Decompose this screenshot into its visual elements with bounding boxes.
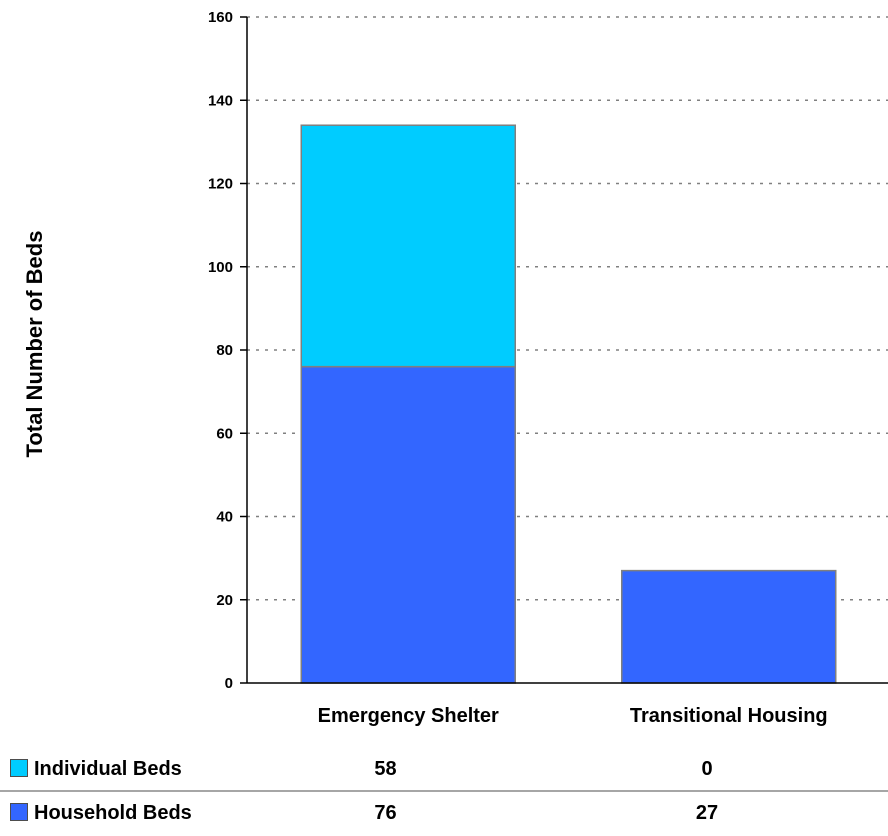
y-axis-title: Total Number of Beds (22, 231, 47, 458)
bar-household-beds-emergency-shelter (300, 365, 516, 684)
bars (300, 124, 837, 684)
y-tick-label: 80 (216, 342, 233, 359)
y-tick-label: 20 (216, 592, 233, 609)
y-tick-label: 40 (216, 509, 233, 526)
y-tick-label: 140 (208, 92, 233, 109)
value-household-emergency: 76 (374, 801, 397, 824)
axes (240, 16, 888, 684)
bar-household-beds-transitional-housing (621, 569, 837, 684)
legend-label-household: Household Beds (34, 801, 192, 824)
value-individual-transitional: 0 (526, 748, 888, 792)
value-individual-emergency: 58 (245, 748, 526, 792)
table-row-individual: Individual Beds 58 0 (0, 748, 888, 792)
y-tick-labels: 0 20 40 60 80 100 120 140 160 (208, 9, 233, 692)
value-household-transitional: 27 (695, 801, 719, 824)
legend-individual: Individual Beds (0, 748, 245, 792)
y-tick-label: 60 (216, 425, 233, 442)
legend-household: Household Beds (0, 791, 245, 834)
x-category-labels: Emergency Shelter Transitional Housing (318, 705, 828, 727)
x-category-label: Emergency Shelter (318, 705, 499, 727)
bar-individual-beds-emergency-shelter (300, 124, 516, 368)
y-tick-label: 0 (225, 675, 233, 692)
bar-chart: 0 20 40 60 80 100 120 140 160 Emergency Shelter T… (22, 9, 888, 727)
x-category-label: Transitional Housing (630, 705, 828, 727)
table-row-household: Household Beds 76 27 (0, 791, 888, 834)
individual-beds-swatch-icon (10, 758, 28, 777)
y-tick-label: 120 (208, 176, 233, 193)
legend-label-individual: Individual Beds (34, 757, 182, 780)
data-table: Individual Beds 58 0 Household Beds 76 2… (0, 748, 888, 834)
y-tick-label: 160 (208, 9, 233, 26)
y-tick-label: 100 (208, 259, 233, 276)
household-beds-swatch-icon (10, 802, 28, 821)
